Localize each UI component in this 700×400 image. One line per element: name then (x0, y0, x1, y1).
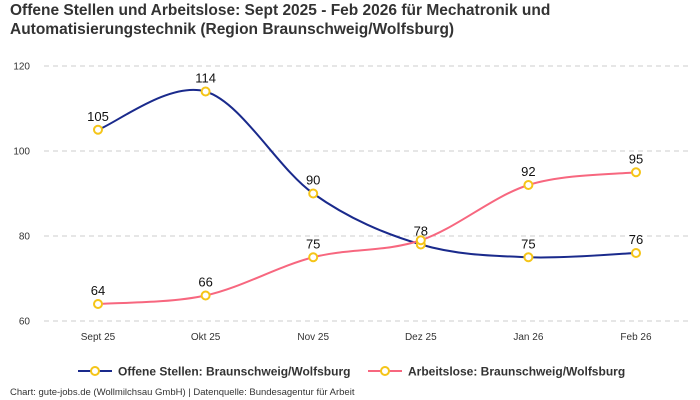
y-tick-label: 100 (13, 147, 30, 158)
x-tick-label: Jan 26 (513, 332, 543, 343)
data-point[interactable] (308, 252, 319, 263)
data-point[interactable] (200, 290, 211, 301)
series-line-1 (97, 171, 637, 305)
data-point[interactable] (308, 188, 319, 199)
data-label: 95 (629, 151, 643, 166)
legend-label: Offene Stellen: Braunschweig/Wolfsburg (118, 365, 350, 379)
y-tick-label: 80 (19, 232, 31, 243)
legend-marker (380, 366, 390, 376)
data-label: 92 (521, 164, 535, 179)
x-tick-label: Sept 25 (81, 332, 116, 343)
data-label: 75 (306, 236, 320, 251)
data-point[interactable] (93, 299, 103, 309)
x-tick-label: Nov 25 (297, 332, 329, 343)
data-point[interactable] (200, 86, 211, 97)
chart-title: Offene Stellen und Arbeitslose: Sept 202… (10, 2, 551, 38)
x-tick-label: Okt 25 (191, 332, 221, 343)
data-label: 105 (87, 109, 109, 124)
x-tick-label: Dez 25 (405, 332, 437, 343)
legend-item-1[interactable]: Arbeitslose: Braunschweig/Wolfsburg (368, 365, 625, 379)
data-point[interactable] (93, 124, 103, 135)
data-label: 75 (521, 236, 535, 251)
series-line-0 (97, 88, 637, 259)
legend-label: Arbeitslose: Braunschweig/Wolfsburg (408, 365, 625, 379)
y-tick-label: 60 (19, 317, 31, 328)
data-label: 90 (306, 173, 320, 188)
data-point[interactable] (631, 167, 641, 178)
legend-marker (90, 366, 100, 376)
x-tick-label: Feb 26 (620, 332, 652, 343)
data-point[interactable] (631, 248, 641, 258)
chart-source: Chart: gute-jobs.de (Wollmilchsau GmbH) … (10, 387, 355, 398)
data-label: 76 (629, 232, 643, 247)
data-label: 66 (198, 275, 212, 290)
data-label: 78 (414, 224, 428, 239)
y-tick-label: 120 (13, 62, 30, 73)
data-point[interactable] (523, 252, 534, 263)
data-point[interactable] (523, 180, 534, 190)
legend-item-0[interactable]: Offene Stellen: Braunschweig/Wolfsburg (78, 365, 350, 379)
data-label: 64 (91, 283, 105, 298)
data-label: 114 (195, 71, 216, 86)
data-point[interactable] (415, 235, 426, 246)
